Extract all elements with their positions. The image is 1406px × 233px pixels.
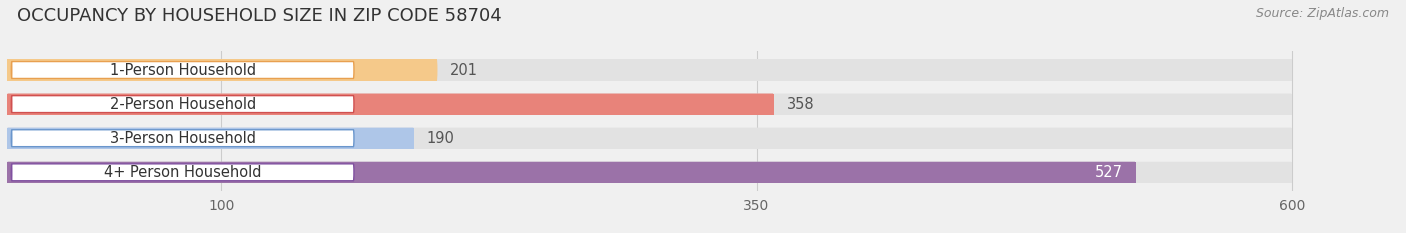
Text: 3-Person Household: 3-Person Household <box>110 131 256 146</box>
FancyBboxPatch shape <box>7 128 413 149</box>
Bar <box>7 128 1292 149</box>
FancyBboxPatch shape <box>7 162 1292 183</box>
FancyBboxPatch shape <box>7 59 437 81</box>
Bar <box>7 93 773 115</box>
FancyBboxPatch shape <box>7 162 1136 183</box>
FancyBboxPatch shape <box>7 93 773 115</box>
Text: 2-Person Household: 2-Person Household <box>110 97 256 112</box>
FancyBboxPatch shape <box>7 128 1292 149</box>
Text: 527: 527 <box>1095 165 1123 180</box>
FancyBboxPatch shape <box>7 59 1292 81</box>
Text: 358: 358 <box>786 97 814 112</box>
Bar <box>7 162 1292 183</box>
Bar <box>7 59 437 81</box>
FancyBboxPatch shape <box>11 164 354 181</box>
Text: 4+ Person Household: 4+ Person Household <box>104 165 262 180</box>
Bar <box>7 162 1136 183</box>
Bar <box>7 59 1292 81</box>
Bar <box>7 93 1292 115</box>
FancyBboxPatch shape <box>7 93 1292 115</box>
FancyBboxPatch shape <box>11 130 354 147</box>
FancyBboxPatch shape <box>11 96 354 113</box>
Text: OCCUPANCY BY HOUSEHOLD SIZE IN ZIP CODE 58704: OCCUPANCY BY HOUSEHOLD SIZE IN ZIP CODE … <box>17 7 502 25</box>
Text: 190: 190 <box>427 131 454 146</box>
Bar <box>7 128 413 149</box>
FancyBboxPatch shape <box>11 62 354 79</box>
Text: 1-Person Household: 1-Person Household <box>110 62 256 78</box>
Text: Source: ZipAtlas.com: Source: ZipAtlas.com <box>1256 7 1389 20</box>
Text: 201: 201 <box>450 62 478 78</box>
